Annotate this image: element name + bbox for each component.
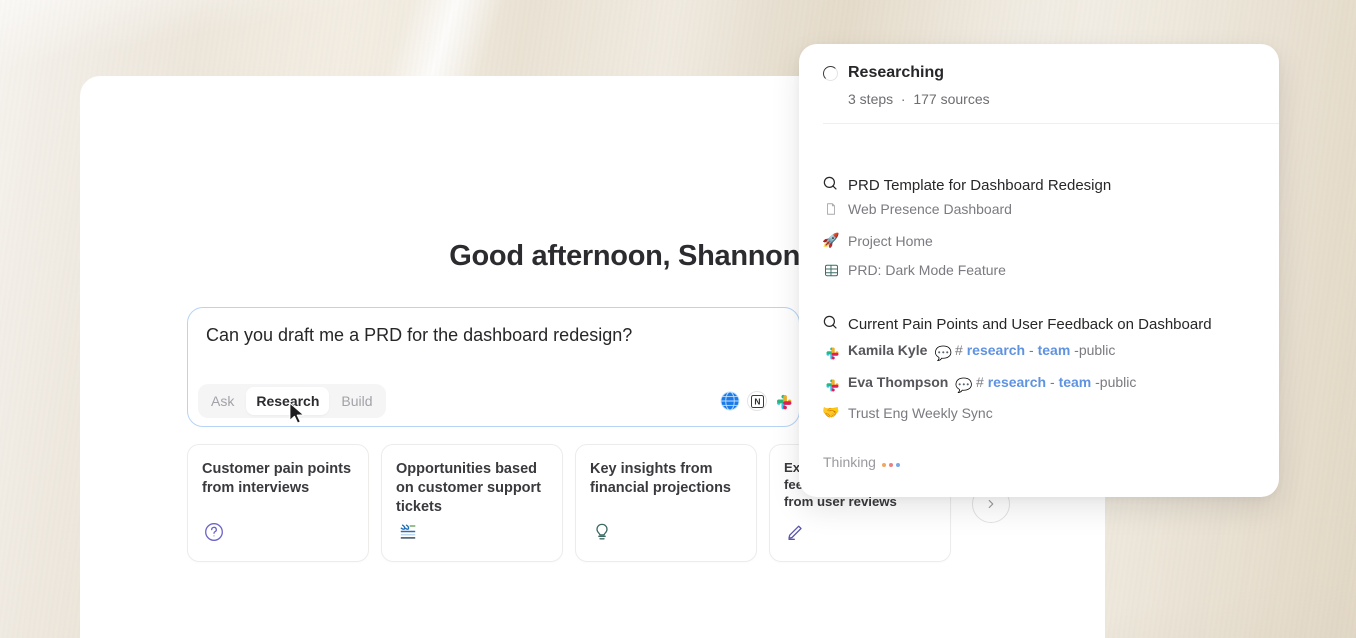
svg-text:N: N (754, 396, 760, 406)
